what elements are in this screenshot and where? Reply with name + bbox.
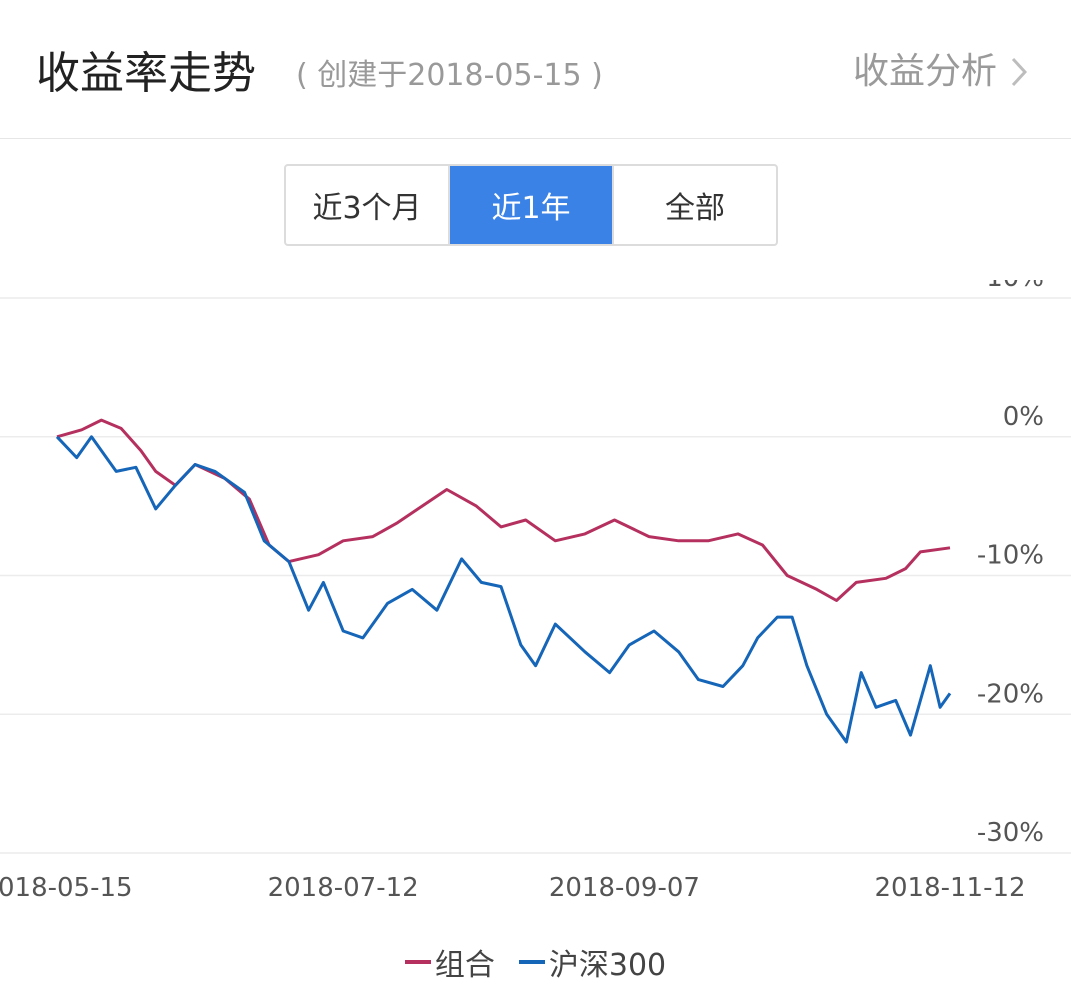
x-tick-label: 2018-11-12 — [874, 873, 1025, 900]
legend-swatch-portfolio — [404, 960, 431, 964]
y-tick-label: -10% — [977, 541, 1044, 571]
y-tick-label: 0% — [1003, 402, 1044, 432]
tab-all[interactable]: 全部 — [612, 166, 776, 244]
legend-item-portfolio: 组合 — [404, 940, 495, 984]
x-tick-label: 2018-09-07 — [549, 873, 700, 900]
x-tick-label: 2018-05-15 — [0, 873, 133, 900]
legend-swatch-index — [518, 960, 545, 964]
y-tick-label: -20% — [977, 679, 1044, 709]
x-tick-label: 2018-07-12 — [268, 873, 419, 900]
series-line-index — [55, 435, 952, 744]
series-line-portfolio — [56, 418, 951, 602]
y-tick-label: -30% — [977, 818, 1044, 848]
return-chart: 10% 0% -10% -20% -30% 2018-05-15 2018-07-12 201… — [0, 280, 1071, 900]
creation-date: ( 创建于2018-05-15 ) — [296, 58, 603, 93]
analysis-link[interactable]: 收益分析 — [853, 48, 1027, 96]
chart-legend: 组合 沪深300 — [0, 940, 1071, 984]
range-tabs: 近3个月 近1年 全部 — [284, 164, 778, 246]
legend-label-portfolio: 组合 — [434, 948, 495, 983]
legend-item-index: 沪深300 — [518, 940, 667, 984]
analysis-link-label: 收益分析 — [852, 51, 997, 92]
page-title: 收益率走势 — [36, 48, 256, 99]
tab-1-year[interactable]: 近1年 — [448, 166, 612, 244]
legend-label-index: 沪深300 — [548, 948, 667, 983]
chevron-right-icon — [1011, 57, 1027, 87]
tab-3-months[interactable]: 近3个月 — [312, 191, 422, 226]
header: 收益率走势 ( 创建于2018-05-15 ) 收益分析 — [0, 0, 1071, 139]
y-tick-label: 10% — [986, 280, 1044, 293]
